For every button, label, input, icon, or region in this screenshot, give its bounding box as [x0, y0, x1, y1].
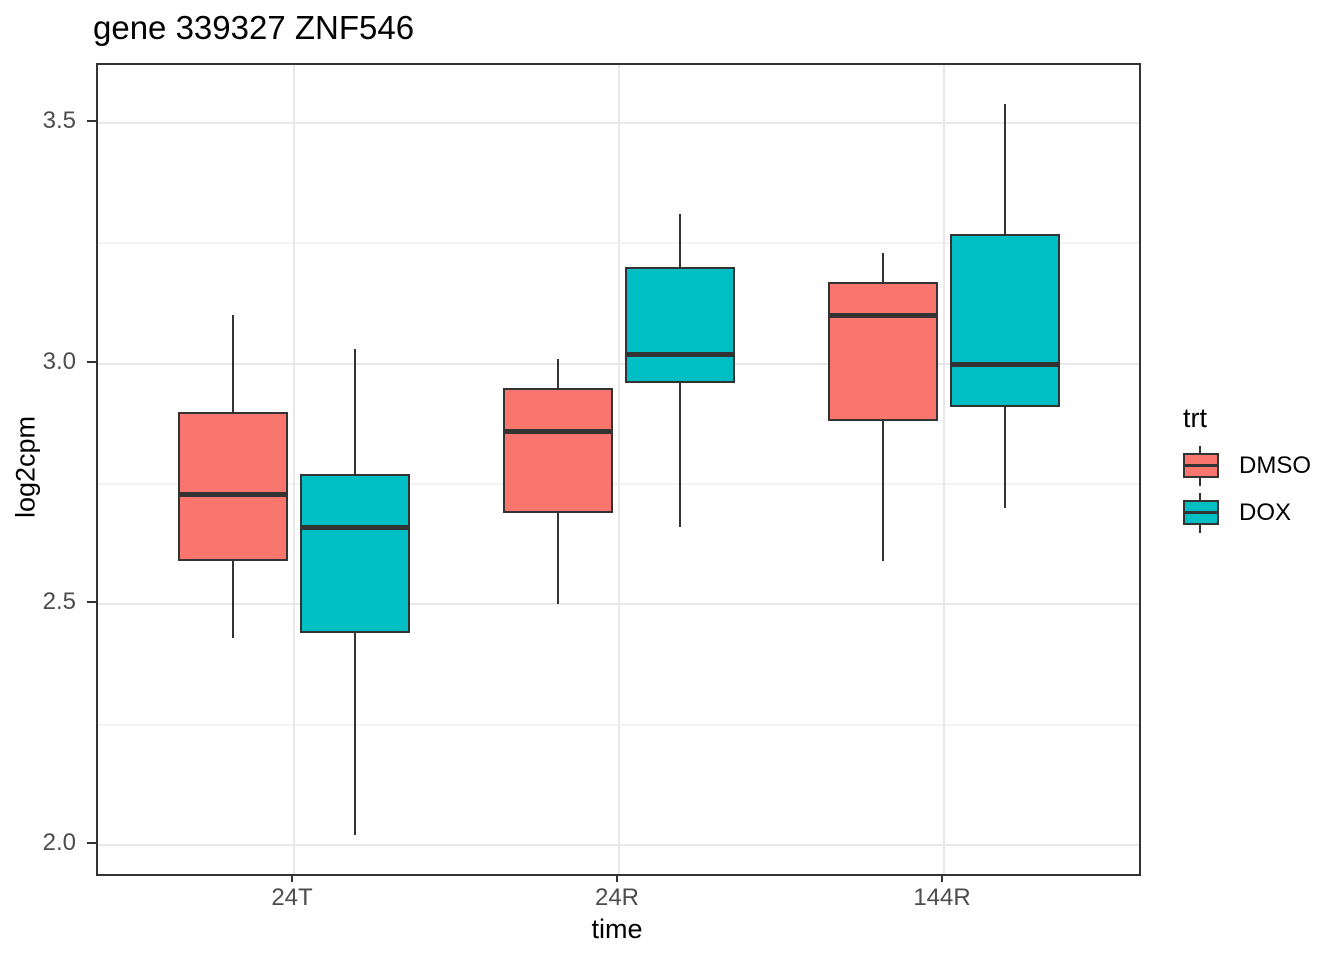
whisker-upper-24T-DMSO — [232, 315, 234, 412]
whisker-lower-24T-DMSO — [232, 560, 234, 639]
box-24T-DOX — [300, 474, 410, 634]
median-24R-DMSO — [503, 428, 613, 434]
legend: trt DMSO DOX — [1183, 0, 1343, 960]
y-tick-mark — [87, 119, 96, 122]
box-144R-DOX — [950, 233, 1060, 407]
legend-label-dox: DOX — [1239, 499, 1292, 526]
legend-key-dox: DOX — [1183, 493, 1291, 533]
legend-title: trt — [1183, 403, 1207, 433]
whisker-lower-24R-DMSO — [557, 512, 559, 605]
x-tick-mark — [291, 874, 293, 882]
legend-boxplot-glyph-dmso-icon — [1183, 446, 1219, 486]
whisker-lower-144R-DOX — [1004, 406, 1006, 509]
x-tick-label: 24T — [271, 884, 313, 911]
box-24R-DMSO — [503, 387, 613, 513]
y-tick-label: 2.0 — [42, 829, 76, 857]
x-axis-title: time — [591, 914, 643, 944]
whisker-upper-144R-DMSO — [882, 252, 884, 282]
median-24T-DOX — [300, 525, 410, 531]
plot-panel — [96, 63, 1141, 876]
whisker-lower-24R-DOX — [679, 382, 681, 528]
y-axis-title: log2cpm — [10, 415, 41, 519]
x-tick-label: 24R — [594, 884, 640, 911]
whisker-upper-24T-DOX — [354, 349, 356, 475]
x-tick-mark — [941, 874, 943, 882]
y-tick-mark — [87, 360, 96, 363]
gridline-major-x — [943, 65, 945, 874]
box-24T-DMSO — [178, 411, 288, 561]
x-tick-mark — [616, 874, 618, 882]
median-144R-DOX — [950, 361, 1060, 367]
chart-title: gene 339327 ZNF546 — [93, 9, 415, 46]
x-tick-label: 144R — [913, 884, 971, 911]
legend-boxplot-glyph-dox-icon — [1183, 493, 1219, 533]
median-144R-DMSO — [828, 313, 938, 319]
box-144R-DMSO — [828, 281, 938, 422]
legend-label-dmso: DMSO — [1239, 452, 1311, 479]
whisker-upper-24R-DOX — [679, 214, 681, 268]
median-24R-DOX — [625, 351, 735, 357]
whisker-lower-144R-DMSO — [882, 421, 884, 561]
whisker-upper-24R-DMSO — [557, 358, 559, 388]
y-tick-mark — [87, 601, 96, 604]
whisker-upper-144R-DOX — [1004, 103, 1006, 234]
y-tick-label: 3.5 — [42, 106, 76, 134]
legend-glyph-median — [1185, 511, 1217, 514]
legend-glyph-box — [1183, 453, 1219, 478]
gridline-major-x — [618, 65, 620, 874]
y-tick-mark — [87, 842, 96, 845]
legend-glyph-median — [1185, 464, 1217, 467]
legend-glyph-box — [1183, 500, 1219, 525]
y-tick-label: 2.5 — [42, 588, 76, 616]
y-tick-label: 3.0 — [42, 347, 76, 375]
gridline-major-x — [293, 65, 295, 874]
legend-key-dmso: DMSO — [1183, 446, 1311, 486]
whisker-lower-24T-DOX — [354, 633, 356, 836]
box-24R-DOX — [625, 267, 735, 383]
median-24T-DMSO — [178, 491, 288, 497]
